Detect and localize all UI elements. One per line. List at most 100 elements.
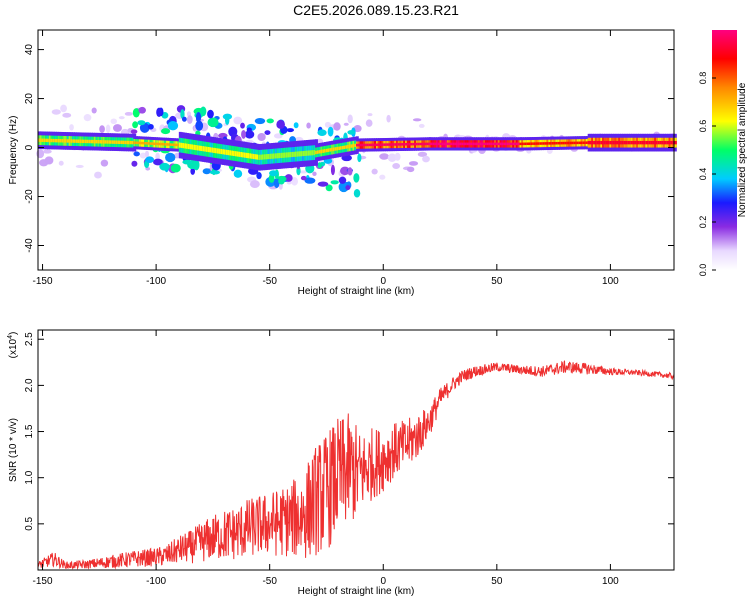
- spectrogram-halo-cell: [343, 122, 349, 126]
- x-tick-label: -150: [33, 576, 53, 587]
- spectrogram-band-cell: [86, 139, 90, 144]
- spectrogram-scatter-cell: [195, 120, 204, 131]
- spectrogram-band-cell: [309, 150, 313, 156]
- colorbar: 0.0 0.2 0.4 0.6 0.8 Normalized spectral ampl…: [698, 30, 748, 276]
- spectrogram-band-cell: [119, 140, 122, 144]
- spectrogram-band-cell: [54, 138, 57, 143]
- spectrogram-band-cell: [77, 139, 81, 143]
- spectrogram-halo-cell: [42, 149, 52, 154]
- spectrogram-scatter-cell: [300, 175, 307, 181]
- spectrogram-halo-cell: [186, 115, 193, 124]
- spectrogram-halo-cell: [118, 116, 125, 120]
- spectrogram-halo-cell: [139, 152, 147, 159]
- colorbar-tick-label: 0.2: [698, 216, 708, 229]
- x-tick-label: 100: [602, 576, 619, 587]
- spectrogram-band-cell: [625, 140, 629, 145]
- spectrogram-band-cell: [542, 142, 546, 145]
- spectrogram-band-cell: [670, 140, 674, 145]
- spectrogram-band-cell: [263, 154, 267, 160]
- spectrogram-band-cell: [594, 140, 598, 145]
- spectrogram-band-cell: [514, 142, 517, 146]
- spectrogram-band-cell: [56, 138, 59, 143]
- spectrogram-scatter-cell: [193, 159, 200, 171]
- spectrogram-band-cell: [166, 143, 169, 146]
- spectrogram-scatter-cell: [278, 177, 285, 185]
- spectrogram-band-cell: [47, 138, 50, 143]
- spectrogram-band-cell: [177, 143, 180, 147]
- spectrogram-band-cell: [650, 140, 654, 145]
- spectrogram-halo-cell: [392, 163, 401, 169]
- spectrogram-band-cell: [240, 151, 244, 158]
- spectrogram-scatter-cell: [131, 160, 138, 167]
- colorbar-tick-label: 0.6: [698, 120, 708, 133]
- spectrogram-band-cell: [468, 142, 472, 146]
- spectrogram-scatter-cell: [180, 109, 185, 119]
- spectrogram-band-cell: [421, 142, 425, 146]
- spectrogram-band-cell: [535, 142, 539, 145]
- spectrogram-scatter-cell: [207, 117, 219, 128]
- spectrogram-band-cell: [120, 140, 124, 145]
- spectrogram-band-cell: [587, 140, 591, 145]
- spectrogram-scatter-cell: [147, 123, 154, 130]
- spectrogram-band-cell: [385, 143, 388, 146]
- spectrogram-band-cell: [517, 142, 521, 146]
- spectrogram-band-cell: [231, 150, 235, 156]
- spectrogram-band-cell: [544, 142, 548, 145]
- spectrogram-y-ticks: -40 -20 0 20 40: [24, 44, 674, 253]
- spectrogram-band-cell: [260, 154, 263, 160]
- spectrogram-band-cell: [66, 139, 70, 143]
- spectrogram-scatter-cell: [139, 122, 150, 133]
- spectrogram-band-cell: [313, 150, 317, 156]
- spectrogram-band-cell: [207, 146, 211, 153]
- spectrogram-band-cell: [486, 142, 490, 146]
- spectrogram-band-cell: [135, 141, 139, 145]
- spectrogram-band-cell: [450, 142, 454, 146]
- y-tick-label: 20: [24, 93, 35, 105]
- spectrogram-band-cell: [557, 141, 560, 145]
- spectrogram-band-cell: [654, 140, 658, 145]
- spectrogram-band-cell: [229, 150, 233, 156]
- spectrogram-band-cell: [81, 139, 84, 144]
- spectrogram-band-cell: [171, 143, 175, 146]
- spectrogram-band-cell: [661, 140, 665, 145]
- spectrogram-band-cell: [300, 151, 304, 157]
- spectrogram-x-ticks: -150 -100 -50 0 50 100: [33, 30, 619, 287]
- snr-multiplier: (x104): [7, 332, 19, 359]
- spectrogram-band-cell: [74, 139, 77, 143]
- spectrogram-scatter-cell: [273, 177, 280, 189]
- spectrogram-band-cell: [38, 138, 41, 142]
- spectrogram-band-cell: [553, 141, 557, 145]
- y-tick-label: 1.0: [24, 470, 35, 484]
- spectrogram-halo-cell: [144, 150, 150, 158]
- spectrogram-band-cell: [128, 140, 131, 145]
- spectrogram-scatter-cell: [254, 118, 266, 125]
- spectrogram-scatter-cell: [190, 167, 196, 175]
- spectrogram-band-cell: [218, 148, 222, 154]
- spectrogram-band-cell: [315, 150, 318, 155]
- spectrogram-band-cell: [408, 142, 412, 146]
- spectrogram-band-cell: [497, 142, 501, 146]
- spectrogram-band-cell: [361, 143, 365, 147]
- snr-series-line: [37, 360, 675, 570]
- spectrogram-band-cell: [261, 154, 265, 160]
- spectrogram-band-cell: [612, 140, 616, 145]
- spectrogram-band-cell: [318, 150, 322, 154]
- colorbar-ticks: 0.0 0.2 0.4 0.6 0.8: [698, 72, 716, 276]
- spectrogram-band-cell: [102, 140, 106, 144]
- spectrogram-band-cell: [582, 141, 586, 145]
- y-tick-label: 1.5: [24, 424, 35, 438]
- spectrogram-band-cell: [365, 143, 368, 147]
- spectrogram-band-cell: [370, 143, 374, 147]
- spectrogram-band-cell: [602, 140, 605, 145]
- spectrogram-band-cell: [598, 140, 602, 145]
- x-tick-label: 50: [491, 576, 503, 587]
- spectrogram-band-cell: [164, 143, 168, 146]
- spectrogram-scatter-cell: [269, 170, 278, 177]
- spectrogram-band-cell: [629, 140, 632, 145]
- spectrogram-band-cell: [580, 141, 584, 145]
- spectrogram-band-cell: [304, 150, 307, 156]
- spectrogram-band-cell: [57, 138, 61, 143]
- spectrogram-halo-cell: [312, 171, 317, 177]
- spectrogram-band-cell: [506, 142, 510, 146]
